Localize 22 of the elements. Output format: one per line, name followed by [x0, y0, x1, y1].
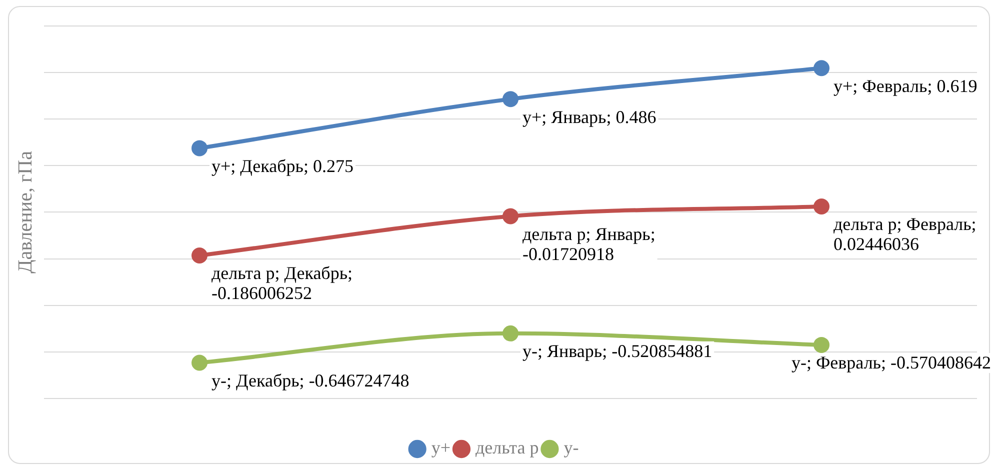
point	[502, 208, 518, 224]
point	[192, 140, 208, 156]
point	[814, 336, 830, 353]
legend-label: y+	[431, 438, 450, 458]
data-label: y+; Февраль; 0.619	[834, 76, 978, 96]
data-label: дельта р; Февраль; 0.02446036	[834, 214, 976, 254]
data-label: y-; Февраль; -0.570408642	[791, 352, 992, 373]
legend-label: дельта р	[475, 438, 539, 458]
point	[192, 247, 208, 264]
legend-label: y-	[564, 438, 579, 458]
data-label: y+; Январь; 0.486	[522, 106, 656, 127]
point	[814, 198, 830, 215]
point	[502, 91, 518, 108]
data-label: дельта р; Декабрь; -0.186006252	[212, 263, 353, 304]
data-label: дельта р; Январь; -0.01720918	[522, 224, 656, 264]
data-label: y+; Декабрь; 0.275	[212, 156, 354, 176]
data-label: y-; Декабрь; -0.646724748	[212, 370, 410, 390]
point	[814, 60, 830, 76]
data-label: y-; Январь; -0.520854881	[522, 341, 712, 362]
point	[192, 354, 208, 371]
y-axis-title: Давление, гПа	[14, 150, 36, 274]
point	[502, 325, 518, 342]
